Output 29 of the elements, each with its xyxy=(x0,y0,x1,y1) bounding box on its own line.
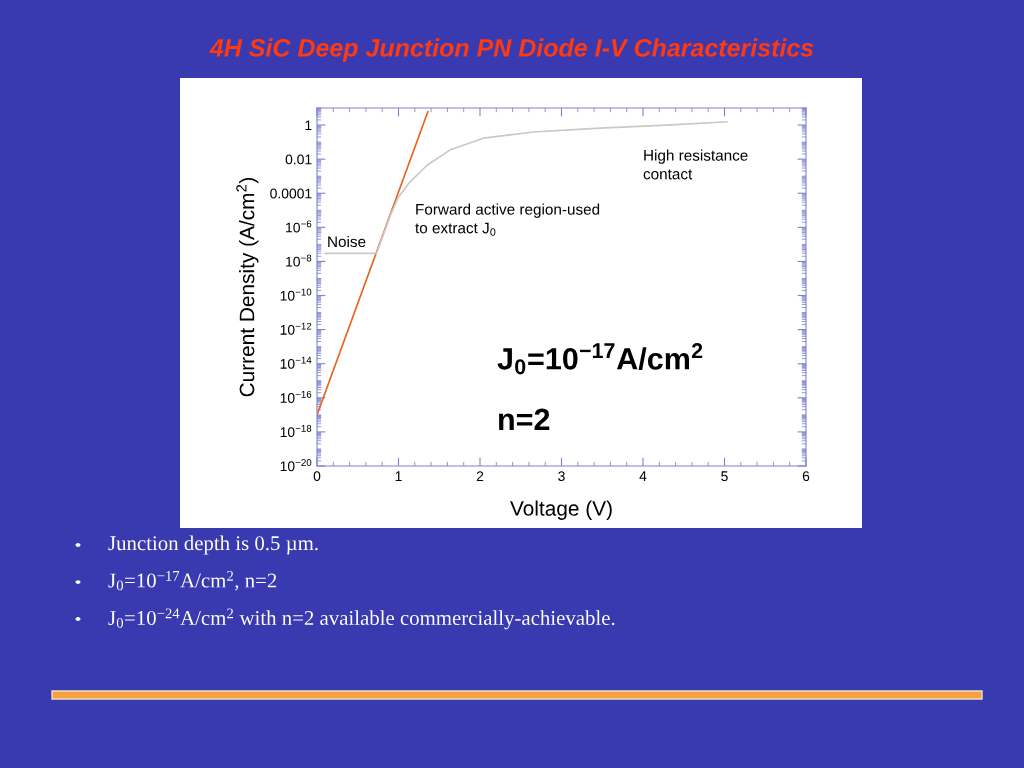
x-tick-label: 4 xyxy=(639,471,647,481)
text: J$_{0}$=10$^{−17}$A/cm$^{2}$, n=2 xyxy=(108,571,277,591)
text: J$_{0}$=10$^{−24}$A/cm$^{2}$ with n=2 available commercially-achievable. xyxy=(108,608,615,630)
x-tick-label: 3 xyxy=(558,471,565,482)
y-tick-label: 10$^{−14}$ xyxy=(280,356,312,369)
x-axis-title: Voltage (V) xyxy=(510,500,612,520)
text: Junction depth is 0.5 µm. xyxy=(108,535,318,555)
y-tick-label: 0.0001 xyxy=(270,188,312,199)
y-tick-label: 10$^{−18}$ xyxy=(280,424,312,438)
annotation: High resistance contact xyxy=(643,149,748,180)
y-tick-label: 10$^{−16}$ xyxy=(280,390,312,403)
y-tick-label: 10$^{−10}$ xyxy=(280,288,312,301)
x-tick-label: 2 xyxy=(476,471,484,481)
y-tick-label: 10$^{−20}$ xyxy=(280,459,312,472)
y-tick-label: 10$^{−8}$ xyxy=(286,254,312,267)
y-axis-title: Current Density (A/cm$^{2}$) xyxy=(236,178,259,397)
annotation: J$_{0}$=10$^{−17}$A/cm$^{2}$ xyxy=(497,343,703,375)
x-tick-label: 0 xyxy=(313,471,321,482)
y-tick-label: 10$^{−12}$ xyxy=(280,322,312,335)
x-tick-label: 5 xyxy=(721,471,728,482)
annotation: Forward active region-used to extract J$_{0}$ xyxy=(415,203,600,236)
chart-title: 4H SiC Deep Junction PN Diode I-V Characteristics xyxy=(209,38,814,62)
y-tick-label: 1 xyxy=(305,120,312,131)
x-tick-label: 6 xyxy=(802,471,810,482)
y-tick-label: 0.01 xyxy=(285,154,312,165)
y-tick-label: 10$^{−6}$ xyxy=(286,220,312,233)
x-tick-label: 1 xyxy=(395,471,402,481)
annotation: n=2 xyxy=(499,408,550,430)
annotation: Noise xyxy=(328,235,366,248)
